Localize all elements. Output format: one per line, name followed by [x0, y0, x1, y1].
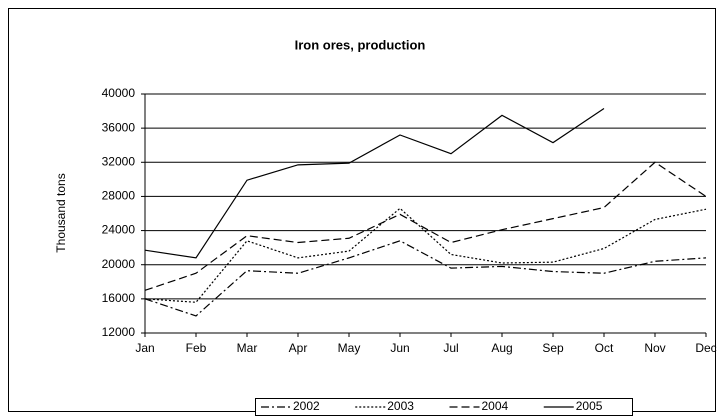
- x-tick-label: Sep: [542, 341, 564, 355]
- series-line: [144, 108, 605, 259]
- legend-label: 2005: [576, 399, 603, 413]
- y-tick-label: 28000: [102, 189, 136, 203]
- legend-box: [255, 398, 633, 416]
- x-tick-label: Mar: [237, 341, 258, 355]
- legend-label: 2002: [293, 399, 320, 413]
- y-tick-label: 32000: [102, 154, 136, 168]
- legend-label: 2004: [482, 399, 509, 413]
- x-tick-label: Nov: [644, 341, 665, 355]
- y-tick-label: 16000: [102, 291, 136, 305]
- x-tick-label: Jun: [390, 341, 409, 355]
- x-tick-label: Aug: [491, 341, 512, 355]
- y-tick-label: 12000: [102, 325, 136, 339]
- chart-border: [8, 8, 716, 412]
- x-tick-label: Jul: [443, 341, 458, 355]
- series-line: [144, 161, 707, 291]
- y-tick-label: 24000: [102, 223, 136, 237]
- x-tick-label: Jan: [135, 341, 154, 355]
- x-tick-label: Apr: [289, 341, 308, 355]
- x-tick-label: Oct: [595, 341, 614, 355]
- series-line: [144, 240, 707, 317]
- x-tick-label: May: [338, 341, 361, 355]
- x-tick-label: Feb: [186, 341, 207, 355]
- x-tick-label: Dec: [695, 341, 716, 355]
- chart-title: Iron ores, production: [295, 37, 426, 52]
- y-tick-label: 36000: [102, 120, 136, 134]
- y-tick-label: 40000: [102, 86, 136, 100]
- y-tick-label: 20000: [102, 257, 136, 271]
- y-axis-label: Thousand tons: [54, 173, 68, 252]
- legend-label: 2003: [387, 399, 414, 413]
- series-line: [144, 207, 707, 303]
